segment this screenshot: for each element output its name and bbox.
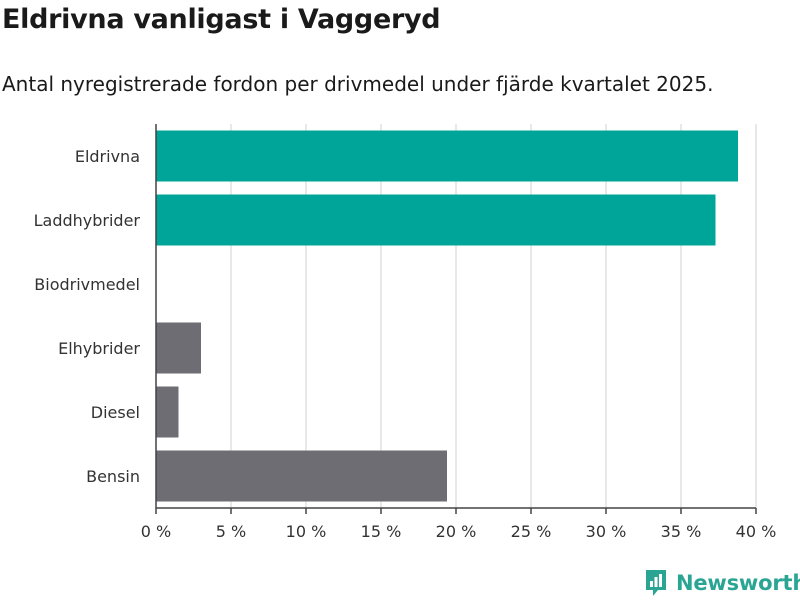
x-tick-label: 10 % (286, 522, 327, 541)
bar-elhybrider (156, 322, 201, 374)
category-label: Diesel (91, 403, 140, 422)
category-label: Laddhybrider (34, 211, 141, 230)
bar-laddhybrider (156, 194, 716, 246)
x-tick-label: 5 % (216, 522, 246, 541)
category-label: Biodrivmedel (34, 275, 140, 294)
x-tick-label: 25 % (511, 522, 552, 541)
bar-diesel (156, 386, 179, 438)
x-tick-label: 40 % (736, 522, 777, 541)
category-label: Elhybrider (58, 339, 140, 358)
brand-name: Newsworthy (676, 571, 800, 595)
bar-bensin (156, 450, 447, 502)
x-tick-label: 0 % (141, 522, 171, 541)
brand-logo: Newsworthy (644, 568, 800, 598)
x-tick-label: 20 % (436, 522, 477, 541)
bar-eldrivna (156, 130, 738, 182)
x-tick-label: 15 % (361, 522, 402, 541)
x-tick-label: 35 % (661, 522, 702, 541)
category-label: Eldrivna (75, 147, 140, 166)
chart-title: Eldrivna vanligast i Vaggeryd (2, 4, 441, 35)
chart-subtitle: Antal nyregistrerade fordon per drivmede… (2, 72, 714, 96)
x-tick-label: 30 % (586, 522, 627, 541)
newsworthy-logo-icon (646, 570, 666, 596)
category-label: Bensin (86, 467, 140, 486)
